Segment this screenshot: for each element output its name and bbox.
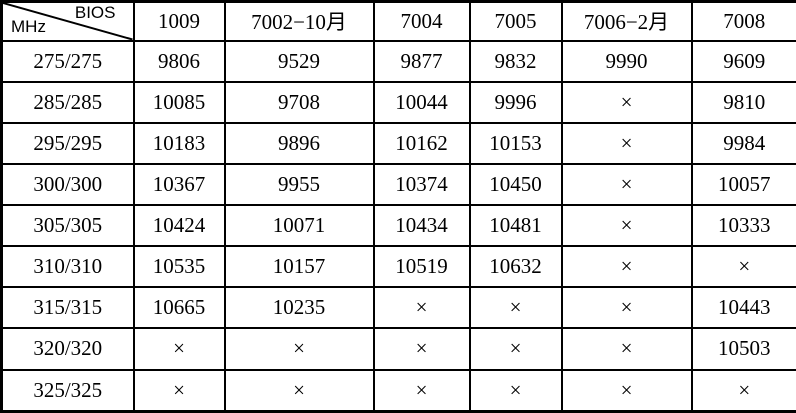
cell-score: 10153 <box>468 121 563 165</box>
cell-score: 9806 <box>132 39 226 83</box>
row-header-mhz: 315/315 <box>0 286 135 330</box>
row-header-mhz: 320/320 <box>0 327 135 371</box>
cell-score: 10044 <box>372 80 471 124</box>
table-row: 325/325 × × × × × × <box>0 368 796 413</box>
column-header-bios: 7002−10月 <box>223 0 375 42</box>
cell-not-available: × <box>372 368 471 413</box>
cell-score: 10665 <box>132 286 226 330</box>
table-body: 275/275 9806 9529 9877 9832 9990 9609 285/285 10… <box>0 39 796 413</box>
row-header-mhz: 305/305 <box>0 203 135 248</box>
cell-not-available: × <box>468 286 563 330</box>
column-header-bios: 7008 <box>690 0 796 42</box>
cell-score: 10443 <box>690 286 796 330</box>
cell-not-available: × <box>372 286 471 330</box>
cell-not-available: × <box>132 368 226 413</box>
corner-label-mhz: MHz <box>11 16 46 36</box>
cell-score: 10424 <box>132 203 226 248</box>
cell-score: 10535 <box>132 245 226 289</box>
cell-score: 9810 <box>690 80 796 124</box>
cell-score: 9984 <box>690 121 796 165</box>
cell-score: 9877 <box>372 39 471 83</box>
cell-not-available: × <box>560 203 693 248</box>
cell-score: 10632 <box>468 245 563 289</box>
row-header-mhz: 275/275 <box>0 39 135 83</box>
cell-score: 10071 <box>223 203 375 248</box>
cell-score: 9990 <box>560 39 693 83</box>
cell-not-available: × <box>372 327 471 371</box>
column-header-bios: 7006−2月 <box>560 0 693 42</box>
cell-score: 9896 <box>223 121 375 165</box>
cell-not-available: × <box>690 245 796 289</box>
table-row: 310/310 10535 10157 10519 10632 × × <box>0 245 796 289</box>
row-header-mhz: 295/295 <box>0 121 135 165</box>
cell-score: 10503 <box>690 327 796 371</box>
cell-not-available: × <box>468 368 563 413</box>
cell-not-available: × <box>560 368 693 413</box>
cell-score: 9708 <box>223 80 375 124</box>
table-row: 295/295 10183 9896 10162 10153 × 9984 <box>0 121 796 165</box>
cell-not-available: × <box>560 327 693 371</box>
cell-not-available: × <box>690 368 796 413</box>
cell-not-available: × <box>132 327 226 371</box>
cell-score: 10434 <box>372 203 471 248</box>
cell-not-available: × <box>560 80 693 124</box>
table-row: 285/285 10085 9708 10044 9996 × 9810 <box>0 80 796 124</box>
cell-score: 10157 <box>223 245 375 289</box>
column-header-bios: 7005 <box>468 0 563 42</box>
cell-score: 10450 <box>468 162 563 207</box>
cell-score: 9609 <box>690 39 796 83</box>
header-row: BIOS MHz 1009 7002−10月 7004 7005 7006−2月 7008 <box>0 0 796 42</box>
cell-not-available: × <box>560 245 693 289</box>
diagonal-divider-line <box>3 3 133 40</box>
cell-not-available: × <box>468 327 563 371</box>
cell-score: 10367 <box>132 162 226 207</box>
row-header-mhz: 285/285 <box>0 80 135 124</box>
cell-score: 10333 <box>690 203 796 248</box>
cell-not-available: × <box>560 162 693 207</box>
cell-not-available: × <box>223 368 375 413</box>
table-row: 305/305 10424 10071 10434 10481 × 10333 <box>0 203 796 248</box>
table-row: 315/315 10665 10235 × × × 10443 <box>0 286 796 330</box>
cell-score: 10183 <box>132 121 226 165</box>
table-row: 320/320 × × × × × 10503 <box>0 327 796 371</box>
cell-score: 10235 <box>223 286 375 330</box>
column-header-bios: 7004 <box>372 0 471 42</box>
cell-score: 10374 <box>372 162 471 207</box>
cell-score: 9996 <box>468 80 563 124</box>
column-header-bios: 1009 <box>132 0 226 42</box>
cell-score: 10162 <box>372 121 471 165</box>
cell-score: 10519 <box>372 245 471 289</box>
cell-score: 9832 <box>468 39 563 83</box>
cell-score: 10057 <box>690 162 796 207</box>
corner-cell: BIOS MHz <box>0 0 135 42</box>
table-row: 275/275 9806 9529 9877 9832 9990 9609 <box>0 39 796 83</box>
cell-score: 10481 <box>468 203 563 248</box>
cell-score: 9955 <box>223 162 375 207</box>
cell-not-available: × <box>223 327 375 371</box>
row-header-mhz: 300/300 <box>0 162 135 207</box>
row-header-mhz: 310/310 <box>0 245 135 289</box>
cell-score: 9529 <box>223 39 375 83</box>
cell-score: 10085 <box>132 80 226 124</box>
row-header-mhz: 325/325 <box>0 368 135 413</box>
cell-not-available: × <box>560 121 693 165</box>
cell-not-available: × <box>560 286 693 330</box>
corner-label-bios: BIOS <box>74 3 116 22</box>
table-row: 300/300 10367 9955 10374 10450 × 10057 <box>0 162 796 207</box>
